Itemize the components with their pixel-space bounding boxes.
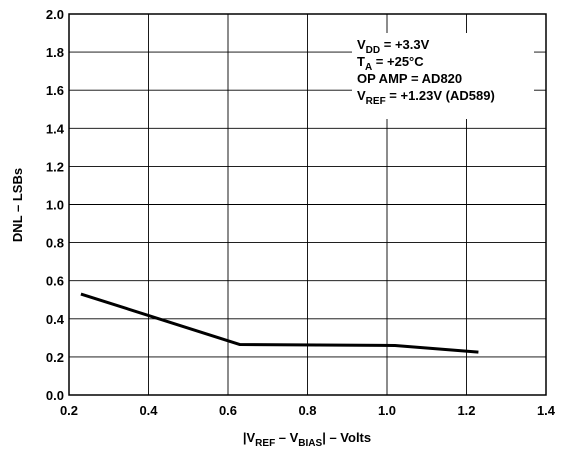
y-tick-label: 0.2 [46, 350, 64, 365]
y-tick-label: 1.2 [46, 159, 64, 174]
annotation-line: VREF = +1.23V (AD589) [357, 88, 495, 107]
y-tick-label: 0.0 [46, 388, 64, 403]
annotation-line: TA = +25°C [357, 54, 424, 73]
x-tick-label: 1.0 [378, 403, 396, 418]
annotation-background [352, 33, 534, 119]
annotation-line: OP AMP = AD820 [357, 71, 462, 86]
annotation-box [352, 33, 534, 119]
y-tick-labels: 0.0 0.2 0.4 0.6 0.8 1.0 1.2 1.4 1.6 1.8 2.0 [46, 7, 65, 403]
x-tick-labels: 0.2 0.4 0.6 0.8 1.0 1.2 1.4 [60, 403, 556, 418]
y-tick-label: 1.8 [46, 45, 64, 60]
x-tick-label: 1.2 [457, 403, 475, 418]
series-group [80, 292, 479, 354]
y-tick-label: 1.0 [46, 198, 64, 213]
x-tick-label: 1.4 [537, 403, 556, 418]
y-axis-title: DNL – LSBs [10, 168, 25, 242]
x-tick-label: 0.2 [60, 403, 78, 418]
y-tick-label: 0.6 [46, 274, 64, 289]
y-tick-label: 1.6 [46, 83, 64, 98]
y-tick-label: 2.0 [46, 7, 64, 22]
x-tick-label: 0.8 [298, 403, 316, 418]
y-tick-label: 0.4 [46, 312, 65, 327]
x-axis-title: |VREF – VBIAS| – Volts [243, 430, 371, 449]
plot-frame [68, 13, 547, 396]
x-tick-label: 0.4 [139, 403, 158, 418]
annotation-line: VDD = +3.3V [357, 37, 430, 56]
x-tick-label: 0.6 [219, 403, 237, 418]
y-tick-label: 1.4 [46, 121, 65, 136]
y-tick-label: 0.8 [46, 236, 64, 251]
series-line [80, 292, 479, 354]
